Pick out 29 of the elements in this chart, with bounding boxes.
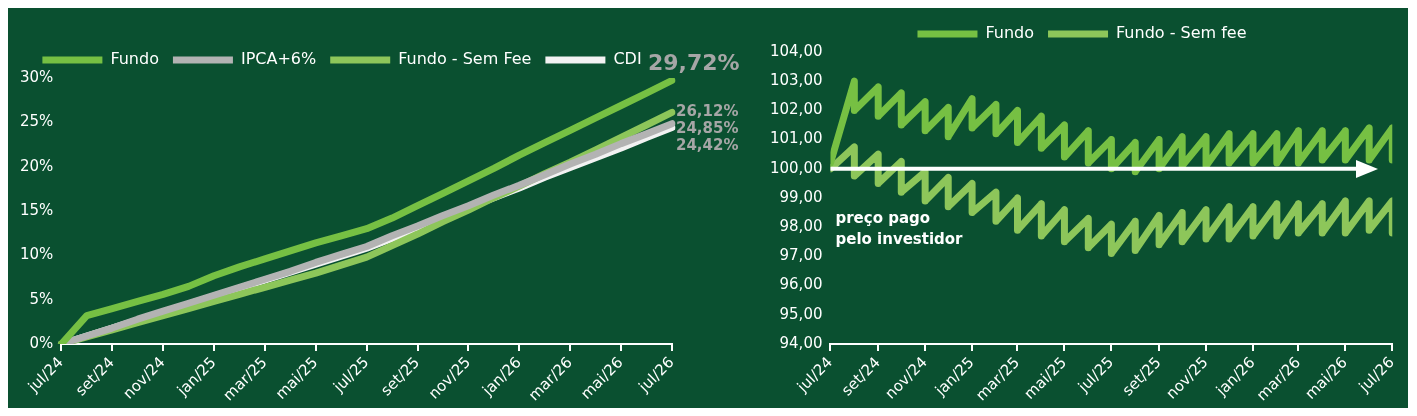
y-tick-label: 0% [29,333,54,352]
y-tick-label: 94,00 [779,333,823,352]
y-tick-label: 100,00 [769,158,823,177]
y-tick-label: 30% [20,67,54,86]
legend-label: Fundo [110,49,159,69]
data-label: 24,85% [676,119,739,138]
y-tick-label: 99,00 [779,187,823,206]
y-tick-label: 98,00 [779,217,823,236]
y-tick-label: 5% [29,289,54,308]
y-tick-label: 20% [20,156,54,175]
legend-label: Fundo - Sem fee [1116,23,1247,43]
y-tick-label: 102,00 [769,100,823,119]
y-tick-label: 104,00 [769,41,823,60]
legend-label: CDI [613,49,642,69]
y-tick-label: 15% [20,200,54,219]
y-tick-label: 101,00 [769,129,823,148]
y-tick-label: 103,00 [769,71,823,90]
y-tick-label: 25% [20,112,54,131]
y-tick-label: 96,00 [779,275,823,294]
y-tick-label: 95,00 [779,304,823,323]
ref-line-label: preço pago pelo investidor [835,208,964,248]
data-label: 29,72% [648,50,740,76]
legend-label: IPCA+6% [240,49,317,69]
data-label: 24,42% [676,136,739,155]
legend-label: Fundo [985,23,1035,43]
legend-label: Fundo - Sem Fee [398,49,532,69]
data-label: 26,12% [676,102,739,121]
y-tick-label: 97,00 [779,246,823,265]
y-tick-label: 10% [20,245,54,264]
